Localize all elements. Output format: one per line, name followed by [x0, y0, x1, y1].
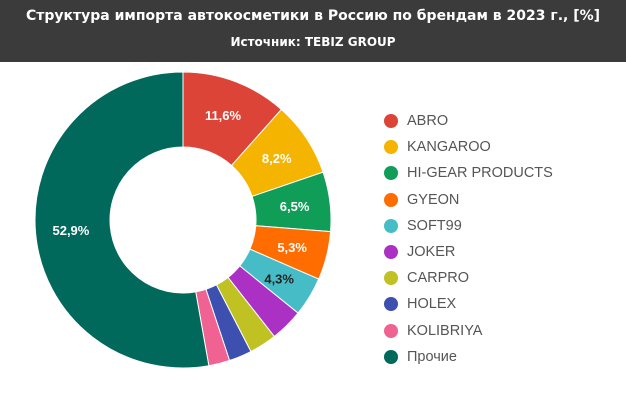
legend-label: HI-GEAR PRODUCTS: [407, 165, 553, 182]
legend-label: KANGAROO: [407, 139, 491, 156]
slice-label: 4,3%: [264, 271, 294, 286]
slice-label: 11,6%: [205, 108, 242, 123]
legend-item: HI-GEAR PRODUCTS: [384, 160, 553, 186]
slice-label: 5,3%: [277, 240, 307, 255]
legend-swatch: [384, 166, 398, 181]
legend-swatch: [384, 323, 398, 338]
legend-swatch: [384, 349, 398, 364]
donut-chart: 11,6% 8,2% 6,5% 5,3% 4,3% 52,9%: [34, 71, 332, 369]
legend-item: CARPRO: [384, 265, 553, 291]
legend-item: KANGAROO: [384, 134, 553, 160]
legend-label: HOLEX: [407, 296, 457, 313]
legend-item: GYEON: [384, 187, 553, 213]
chart-header: Структура импорта автокосметики в Россию…: [0, 0, 626, 62]
legend-swatch: [384, 192, 398, 207]
legend-label: KOLIBRIYA: [407, 322, 483, 339]
legend-item: ABRO: [384, 108, 553, 134]
legend-swatch: [384, 271, 398, 286]
legend-item: KOLIBRIYA: [384, 318, 553, 344]
legend-label: GYEON: [407, 191, 460, 208]
legend-swatch: [384, 218, 398, 233]
legend-label: Прочие: [407, 348, 457, 365]
slice-label: 8,2%: [262, 151, 292, 166]
slice-label: 6,5%: [280, 199, 310, 214]
slice-label: 52,9%: [52, 223, 89, 238]
legend-item: SOFT99: [384, 213, 553, 239]
legend-swatch: [384, 114, 398, 129]
legend-swatch: [384, 297, 398, 312]
legend-item: JOKER: [384, 239, 553, 265]
chart-legend: ABRO KANGAROO HI-GEAR PRODUCTS GYEON SOFT99 J…: [384, 108, 553, 370]
legend-label: CARPRO: [407, 270, 470, 287]
chart-title: Структура импорта автокосметики в Россию…: [25, 8, 601, 24]
legend-label: ABRO: [407, 113, 449, 130]
slice-прочие: [34, 71, 210, 369]
legend-swatch: [384, 245, 398, 260]
legend-item: Прочие: [384, 344, 553, 370]
legend-swatch: [384, 140, 398, 155]
chart-subtitle: Источник: TEBIZ GROUP: [230, 35, 396, 49]
legend-item: HOLEX: [384, 291, 553, 317]
legend-label: SOFT99: [407, 217, 462, 234]
legend-label: JOKER: [407, 244, 456, 261]
